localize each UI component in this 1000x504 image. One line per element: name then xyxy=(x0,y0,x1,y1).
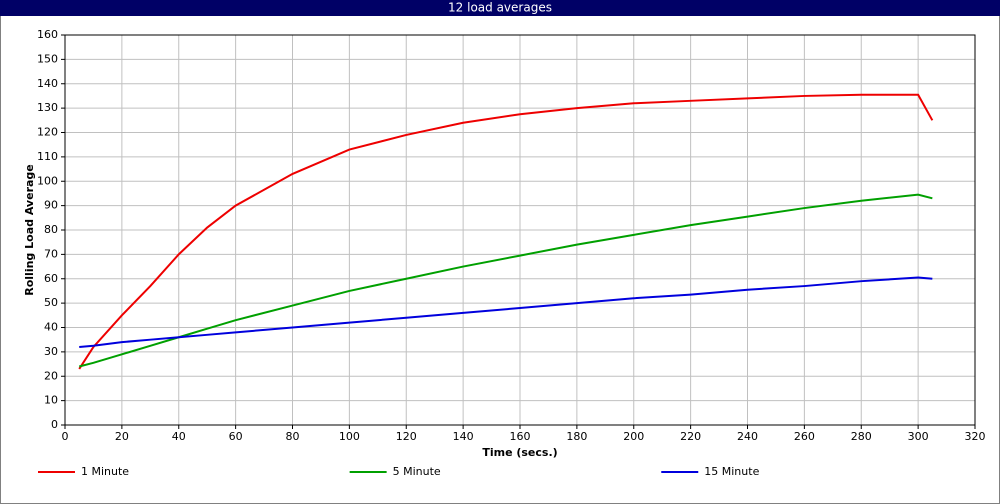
y-tick-label: 60 xyxy=(44,272,58,285)
y-axis-label: Rolling Load Average xyxy=(23,164,36,296)
x-tick-label: 80 xyxy=(286,430,300,443)
x-tick-label: 200 xyxy=(623,430,644,443)
x-tick-label: 60 xyxy=(229,430,243,443)
x-tick-label: 300 xyxy=(908,430,929,443)
data-line xyxy=(78,93,934,370)
y-tick-label: 140 xyxy=(37,77,58,90)
x-tick-label: 240 xyxy=(737,430,758,443)
x-tick-label: 40 xyxy=(172,430,186,443)
y-tick-label: 10 xyxy=(44,394,58,407)
x-tick-label: 280 xyxy=(851,430,872,443)
x-tick-label: 120 xyxy=(396,430,417,443)
x-tick-label: 320 xyxy=(965,430,986,443)
y-tick-label: 30 xyxy=(44,345,58,358)
y-tick-label: 50 xyxy=(44,296,58,309)
x-tick-label: 100 xyxy=(339,430,360,443)
y-tick-label: 80 xyxy=(44,223,58,236)
y-tick-label: 20 xyxy=(44,369,58,382)
y-tick-label: 120 xyxy=(37,126,58,139)
data-line xyxy=(79,276,933,348)
y-tick-label: 90 xyxy=(44,199,58,212)
y-tick-label: 40 xyxy=(44,321,58,334)
x-tick-label: 20 xyxy=(115,430,129,443)
x-tick-label: 160 xyxy=(510,430,531,443)
data-line xyxy=(78,193,933,368)
x-tick-label: 260 xyxy=(794,430,815,443)
x-tick-label: 180 xyxy=(566,430,587,443)
legend-label: 15 Minute xyxy=(704,465,759,478)
x-axis-label: Time (secs.) xyxy=(482,446,557,459)
x-tick-label: 140 xyxy=(453,430,474,443)
y-tick-label: 0 xyxy=(51,418,58,431)
y-tick-label: 130 xyxy=(37,101,58,114)
x-tick-label: 220 xyxy=(680,430,701,443)
y-tick-label: 150 xyxy=(37,52,58,65)
y-tick-label: 100 xyxy=(37,174,58,187)
legend-label: 1 Minute xyxy=(81,465,129,478)
chart-title: 12 load averages xyxy=(448,1,552,15)
y-tick-label: 160 xyxy=(37,28,58,41)
title-bar xyxy=(0,0,1000,16)
legend-label: 5 Minute xyxy=(393,465,441,478)
y-tick-label: 110 xyxy=(37,150,58,163)
x-tick-label: 0 xyxy=(62,430,69,443)
y-tick-label: 70 xyxy=(44,247,58,260)
plot-border xyxy=(64,34,976,426)
